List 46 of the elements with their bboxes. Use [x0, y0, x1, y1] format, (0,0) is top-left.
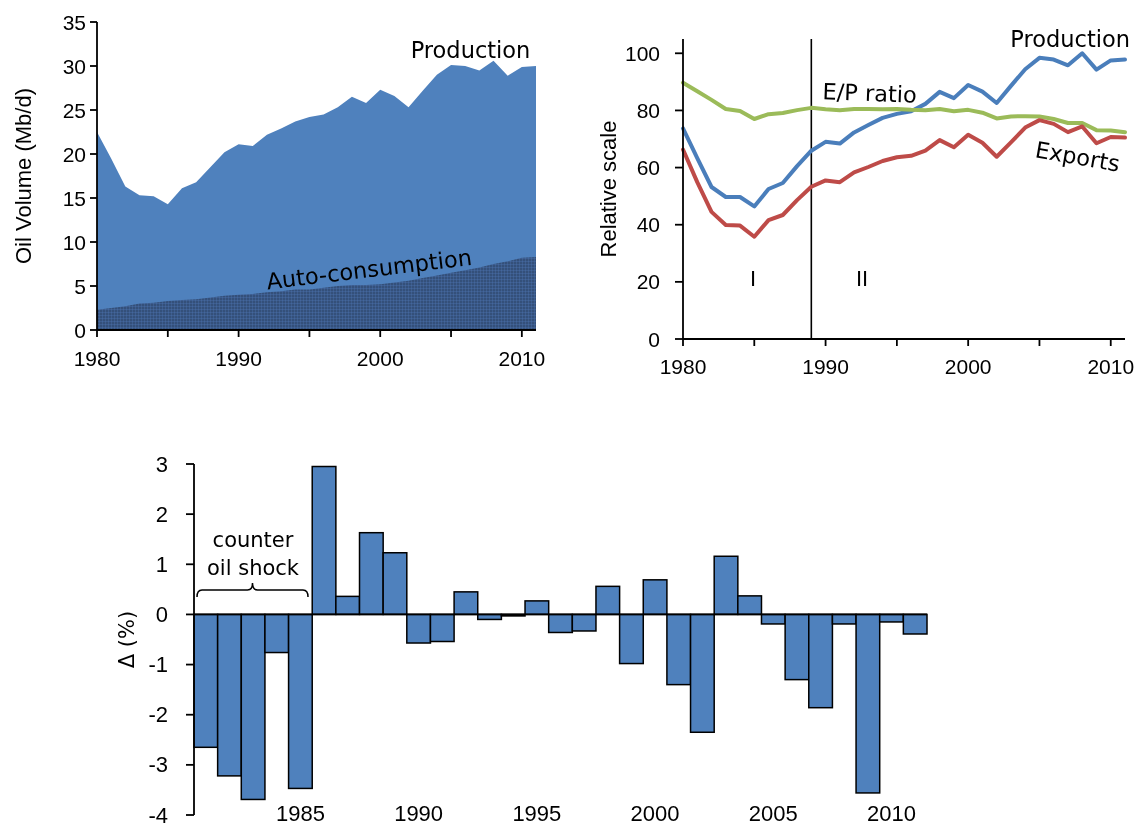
- series-label: Production: [410, 36, 531, 63]
- x-tick-label: 2010: [867, 801, 917, 826]
- y-tick-label: -4: [148, 802, 168, 826]
- y-tick-label: 2: [155, 501, 168, 527]
- y-tick-label: -2: [148, 702, 168, 728]
- y-tick-label: 40: [636, 213, 660, 237]
- annotation: I: [749, 265, 757, 291]
- y-tick-label: 100: [624, 41, 660, 65]
- x-tick-label: 1990: [215, 347, 262, 370]
- y-tick-label: 0: [74, 318, 86, 342]
- y-tick-label: 10: [62, 230, 86, 254]
- y-tick-label: -3: [148, 752, 168, 778]
- x-tick-label: 2000: [356, 347, 404, 370]
- y-tick-label: 35: [62, 10, 86, 34]
- x-tick-label: 1990: [802, 355, 849, 378]
- x-tick-label: 2010: [1087, 355, 1135, 378]
- y-axis-title: Δ (%): [115, 610, 139, 669]
- y-tick-label: 30: [62, 54, 86, 78]
- y-tick-label: 1: [155, 551, 168, 577]
- x-tick-label: 1985: [275, 801, 325, 826]
- x-tick-label: 2010: [498, 347, 546, 370]
- x-tick-label: 2000: [630, 801, 680, 826]
- x-tick-label: 1980: [659, 355, 707, 378]
- x-tick-label: 1990: [394, 801, 444, 826]
- series-label: E/P ratio: [822, 78, 918, 108]
- x-tick-label: 2000: [944, 355, 992, 378]
- series-label: Production: [1010, 26, 1131, 53]
- annotation: counter oil shock: [207, 528, 300, 580]
- text: Exports: [1033, 136, 1122, 177]
- x-tick-label: 1995: [512, 801, 562, 826]
- y-tick-label: 5: [74, 274, 86, 298]
- y-tick-label: 80: [636, 98, 660, 122]
- annotation: II: [855, 265, 869, 291]
- y-axis-title: Relative scale: [595, 120, 621, 258]
- y-tick-label: -1: [148, 652, 168, 678]
- y-tick-label: 0: [648, 327, 660, 351]
- y-tick-label: 3: [155, 451, 168, 477]
- y-tick-label: 60: [636, 156, 660, 180]
- y-tick-label: 20: [636, 270, 660, 294]
- y-tick-label: 15: [62, 186, 86, 210]
- y-tick-label: 0: [155, 601, 168, 627]
- y-tick-label: 25: [62, 98, 86, 122]
- y-axis-title: Oil Volume (Mb/d): [10, 87, 36, 265]
- x-tick-label: 1980: [73, 347, 121, 370]
- y-tick-label: 20: [62, 142, 86, 166]
- x-tick-label: 2005: [748, 801, 798, 826]
